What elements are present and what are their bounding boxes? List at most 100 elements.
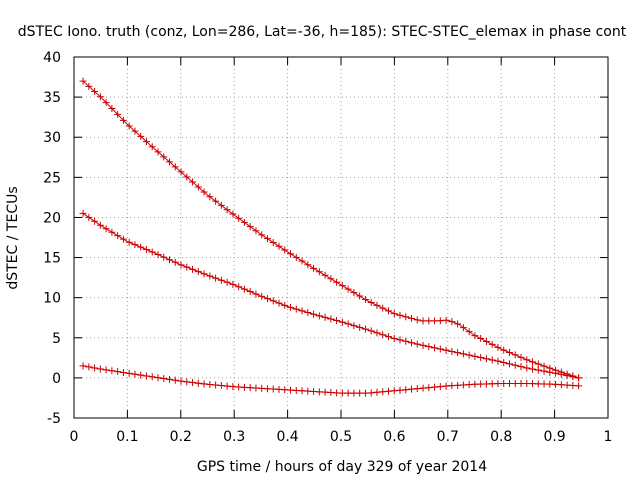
data-point: [534, 366, 542, 374]
data-point: [384, 387, 392, 395]
data-point: [327, 315, 335, 323]
data-point: [523, 356, 531, 364]
data-point: [281, 301, 289, 309]
data-point: [338, 282, 346, 290]
x-tick-label: 0.8: [490, 429, 512, 445]
data-point: [212, 381, 220, 389]
data-point: [96, 365, 104, 373]
data-point: [96, 93, 104, 101]
data-point: [263, 235, 271, 243]
data-point: [171, 258, 179, 266]
data-point: [137, 371, 145, 379]
data-point: [269, 297, 277, 305]
data-point: [183, 378, 191, 386]
y-tick-label: 25: [43, 170, 61, 186]
x-tick-label: 0.4: [276, 429, 298, 445]
data-point: [413, 385, 421, 393]
data-point: [379, 331, 387, 339]
data-point: [436, 383, 444, 391]
data-point: [373, 388, 381, 396]
data-point: [431, 383, 439, 391]
data-point: [505, 360, 513, 368]
data-point: [505, 348, 513, 356]
data-point: [448, 318, 456, 326]
data-point: [177, 168, 185, 176]
data-point: [298, 307, 306, 315]
data-point: [292, 305, 300, 313]
tick-marks: [73, 56, 609, 419]
data-point: [292, 253, 300, 261]
data-point: [194, 183, 202, 191]
data-point: [252, 227, 260, 235]
data-point: [189, 379, 197, 387]
data-point: [373, 329, 381, 337]
data-point: [183, 263, 191, 271]
data-point: [563, 372, 571, 380]
data-point: [517, 363, 525, 371]
data-point: [217, 382, 225, 390]
data-point: [166, 158, 174, 166]
data-point: [529, 358, 537, 366]
data-point: [408, 385, 416, 393]
data-point: [402, 386, 410, 394]
data-point: [79, 362, 87, 370]
data-point: [431, 344, 439, 352]
x-tick-label: 0.9: [543, 429, 565, 445]
data-point: [194, 268, 202, 276]
series-1: [79, 77, 583, 382]
data-point: [488, 356, 496, 364]
data-point: [419, 341, 427, 349]
data-point: [408, 314, 416, 322]
y-tick-label: 20: [43, 210, 61, 226]
data-point: [465, 351, 473, 359]
data-point: [160, 375, 168, 383]
data-point: [367, 327, 375, 335]
series-line: [82, 213, 579, 379]
data-point: [356, 292, 364, 300]
data-point: [217, 276, 225, 284]
data-point: [263, 295, 271, 303]
series-2: [79, 209, 583, 382]
x-tick-label: 0.1: [116, 429, 138, 445]
data-point: [258, 231, 266, 239]
data-point: [425, 384, 433, 392]
data-point: [154, 250, 162, 258]
data-point: [102, 99, 110, 107]
data-point: [189, 265, 197, 273]
data-point: [442, 316, 450, 324]
data-point: [287, 303, 295, 311]
data-point: [552, 369, 560, 377]
data-point: [517, 353, 525, 361]
data-point: [454, 320, 462, 328]
y-tick-label: -5: [47, 411, 61, 427]
data-point: [258, 292, 266, 300]
data-point: [200, 380, 208, 388]
data-point: [194, 379, 202, 387]
data-point: [384, 307, 392, 315]
x-tick-label: 1: [604, 429, 613, 445]
data-point: [488, 340, 496, 348]
data-point: [494, 343, 502, 351]
data-point: [235, 214, 243, 222]
data-point: [442, 346, 450, 354]
data-point: [529, 365, 537, 373]
y-tick-label: 10: [43, 291, 61, 307]
data-point: [240, 218, 248, 226]
data-point: [396, 311, 404, 319]
data-point: [500, 346, 508, 354]
y-tick-labels: -5 0 5 10 15 20 25 30 35 40: [43, 50, 61, 427]
data-point: [269, 238, 277, 246]
data-point: [119, 235, 127, 243]
data-point: [344, 320, 352, 328]
data-series: [79, 77, 583, 397]
data-point: [310, 310, 318, 318]
x-tick-label: 0.3: [223, 429, 245, 445]
data-point: [166, 375, 174, 383]
data-point: [310, 264, 318, 272]
data-point: [131, 370, 139, 378]
data-point: [361, 325, 369, 333]
data-point: [189, 178, 197, 186]
data-point: [511, 361, 519, 369]
data-point: [125, 369, 133, 377]
data-point: [540, 367, 548, 375]
